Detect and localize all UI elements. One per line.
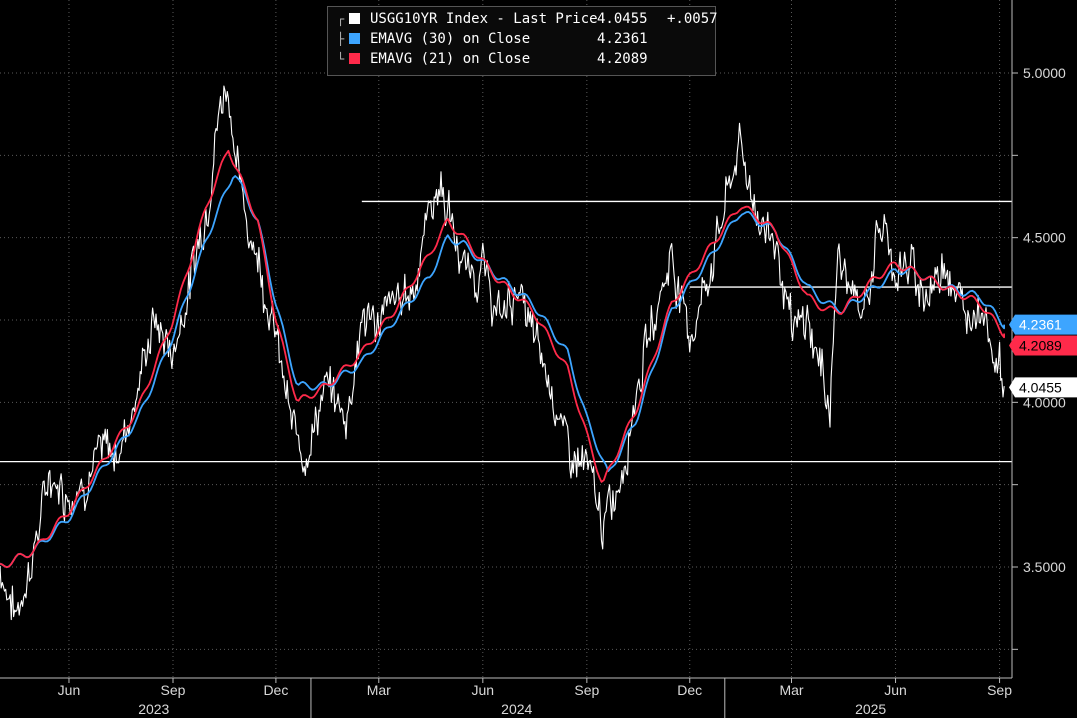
y-tick-label: 4.0000 (1023, 394, 1066, 410)
x-tick-label: Jun (884, 682, 907, 698)
value-tag-shape (1009, 314, 1077, 335)
x-tick-label: Jun (472, 682, 495, 698)
ema30-value-tag: 4.2361 (1009, 314, 1077, 335)
legend-item-ema21: └ EMAVG (21) on Close 4.2089 (337, 49, 707, 69)
value-tags: 4.2089 4.2361 4.0455 (1009, 314, 1077, 398)
price-line (0, 85, 1005, 621)
value-tag-label: 4.0455 (1019, 379, 1062, 395)
ema30-line (0, 175, 1005, 569)
x-axis: Jun Sep Dec Mar Jun Sep Dec Mar Jun Sep 2023 2024 20… (0, 677, 1012, 718)
legend-item-price: ┌ USGG10YR Index - Last Price 4.0455 +.0… (337, 9, 718, 29)
y-tick-label: 4.5000 (1023, 230, 1066, 246)
legend-value: 4.2361 (597, 31, 648, 47)
price-swatch-icon (349, 13, 360, 24)
legend-tree-glyph: └ (337, 52, 345, 66)
y-tick-label: 5.0000 (1023, 65, 1066, 81)
y-tick-label: 3.5000 (1023, 559, 1066, 575)
value-tag-shape (1009, 377, 1077, 398)
x-tick-label: Mar (367, 682, 391, 698)
x-tick-label: Sep (161, 682, 186, 698)
x-tick-label: Mar (779, 682, 803, 698)
legend-name: EMAVG (21) on Close (370, 51, 531, 67)
x-tick-label: Sep (987, 682, 1012, 698)
value-tag-shape (1009, 335, 1077, 356)
legend-tree-glyph: ├ (337, 32, 345, 46)
year-label: 2025 (855, 701, 886, 717)
legend-value: 4.0455 (597, 11, 648, 27)
x-tick-label: Dec (263, 682, 288, 698)
x-tick-label: Jun (58, 682, 81, 698)
x-tick-label: Dec (677, 682, 702, 698)
x-tick-label: Sep (574, 682, 599, 698)
year-label: 2023 (138, 701, 169, 717)
legend-tree-glyph: ┌ (337, 12, 345, 26)
legend-item-ema30: ├ EMAVG (30) on Close 4.2361 (337, 29, 707, 49)
y-axis: 5.0000 4.5000 4.0000 3.5000 (1011, 0, 1066, 678)
grid-lines (0, 0, 1012, 678)
ema21-value-tag: 4.2089 (1009, 335, 1077, 356)
ema21-line (0, 149, 1005, 569)
legend-value: 4.2089 (597, 51, 648, 67)
legend-box: ┌ USGG10YR Index - Last Price 4.0455 +.0… (327, 6, 718, 76)
legend-name: EMAVG (30) on Close (370, 31, 531, 47)
legend-name: USGG10YR Index - Last Price (370, 11, 598, 27)
ema30-swatch-icon (349, 33, 360, 44)
series-group (0, 85, 1005, 621)
value-tag-label: 4.2361 (1019, 317, 1062, 333)
last-price-tag: 4.0455 (1009, 377, 1077, 398)
legend-change: +.0057 (667, 11, 718, 27)
year-label: 2024 (501, 701, 532, 717)
ema21-swatch-icon (349, 53, 360, 64)
value-tag-label: 4.2089 (1019, 338, 1062, 354)
